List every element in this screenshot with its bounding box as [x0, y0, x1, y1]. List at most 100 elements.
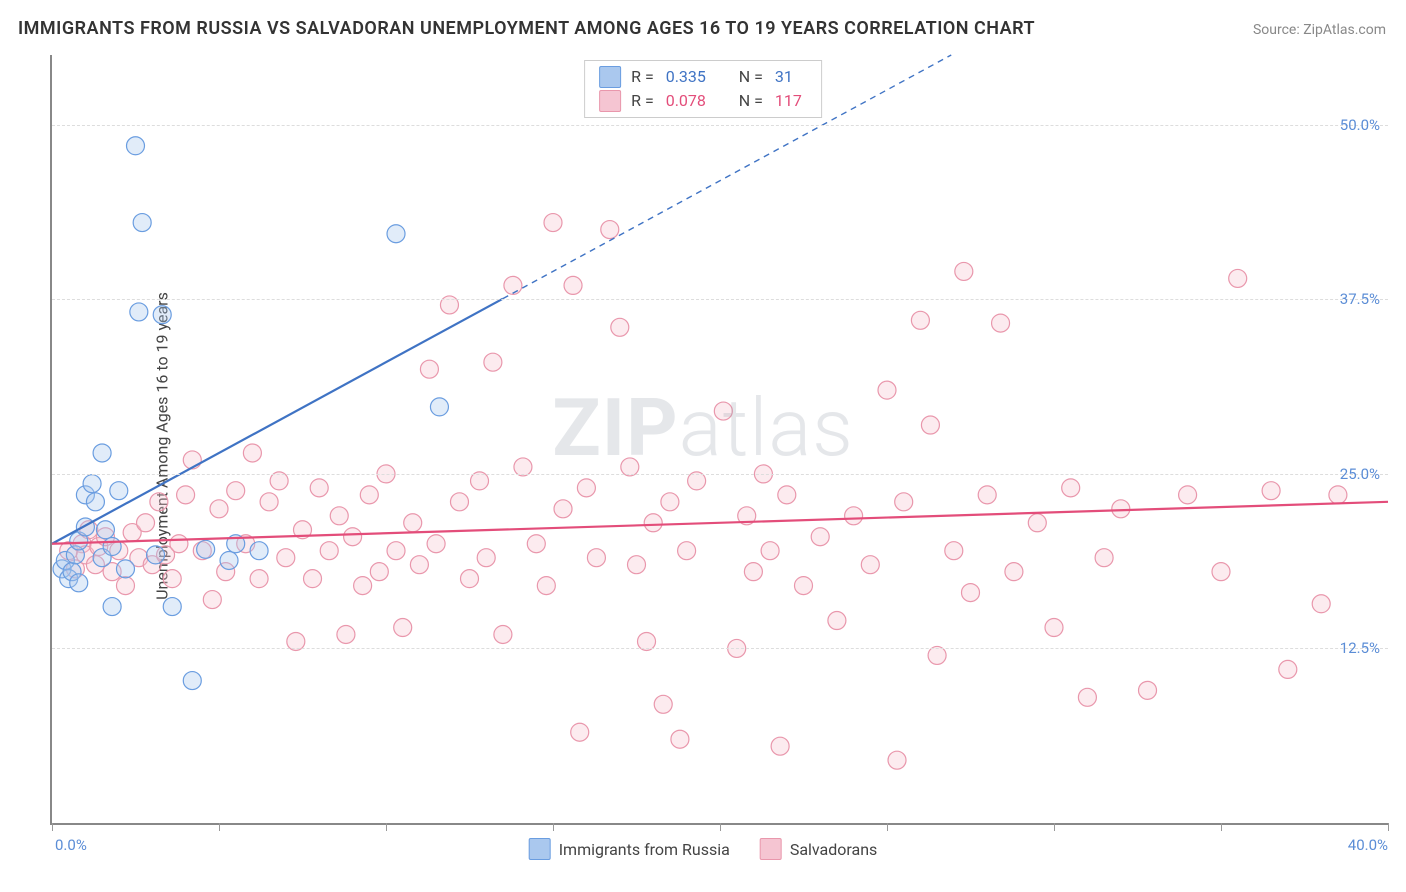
scatter-point	[978, 486, 996, 504]
scatter-point	[450, 493, 468, 511]
scatter-point	[514, 458, 532, 476]
x-tick-mark	[720, 823, 721, 831]
scatter-point	[861, 556, 879, 574]
y-tick-label: 12.5%	[1340, 639, 1380, 657]
scatter-point	[304, 570, 322, 588]
scatter-point	[921, 416, 939, 434]
scatter-point	[153, 306, 171, 324]
scatter-point	[571, 723, 589, 741]
chart-container: IMMIGRANTS FROM RUSSIA VS SALVADORAN UNE…	[0, 0, 1406, 892]
scatter-point	[116, 577, 134, 595]
x-tick-mark	[1388, 823, 1389, 831]
scatter-point	[688, 472, 706, 490]
x-tick-mark	[52, 823, 53, 831]
scatter-point	[1062, 479, 1080, 497]
scatter-point	[287, 632, 305, 650]
r-value-1: 0.078	[666, 89, 721, 113]
scatter-point	[430, 398, 448, 416]
r-value-0: 0.335	[666, 65, 721, 89]
scatter-point	[197, 540, 215, 558]
scatter-point	[1312, 595, 1330, 613]
plot-area: 12.5%25.0%37.5%50.0%	[50, 55, 1388, 825]
scatter-point	[527, 535, 545, 553]
scatter-point	[771, 737, 789, 755]
scatter-point	[587, 549, 605, 567]
scatter-point	[150, 493, 168, 511]
scatter-point	[601, 221, 619, 239]
y-tick-label: 50.0%	[1340, 116, 1380, 134]
y-tick-label: 25.0%	[1340, 465, 1380, 483]
scatter-point	[440, 296, 458, 314]
scatter-point	[130, 303, 148, 321]
scatter-point	[210, 500, 228, 518]
scatter-point	[945, 542, 963, 560]
scatter-point	[671, 730, 689, 748]
scatter-point	[127, 137, 145, 155]
x-tick-mark	[1221, 823, 1222, 831]
scatter-point	[70, 574, 88, 592]
scatter-point	[928, 646, 946, 664]
scatter-point	[638, 632, 656, 650]
scatter-point	[461, 570, 479, 588]
trend-line-solid	[52, 299, 503, 544]
scatter-point	[1329, 486, 1347, 504]
scatter-point	[888, 751, 906, 769]
scatter-point	[1095, 549, 1113, 567]
legend-series-label-0: Immigrants from Russia	[559, 840, 730, 859]
chart-svg	[52, 55, 1388, 823]
scatter-point	[554, 500, 572, 518]
scatter-point	[564, 276, 582, 294]
scatter-point	[811, 528, 829, 546]
x-tick-mark	[386, 823, 387, 831]
scatter-point	[277, 549, 295, 567]
source-name: ZipAtlas.com	[1303, 22, 1386, 38]
scatter-point	[250, 570, 268, 588]
legend-swatch-1	[599, 90, 621, 112]
x-tick-mark	[553, 823, 554, 831]
scatter-point	[360, 486, 378, 504]
scatter-point	[203, 591, 221, 609]
scatter-point	[404, 514, 422, 532]
scatter-point	[1005, 563, 1023, 581]
scatter-point	[377, 465, 395, 483]
scatter-point	[955, 262, 973, 280]
scatter-point	[504, 276, 522, 294]
scatter-point	[778, 486, 796, 504]
scatter-point	[133, 214, 151, 232]
scatter-point	[644, 514, 662, 532]
scatter-point	[147, 546, 165, 564]
scatter-point	[96, 521, 114, 539]
scatter-point	[1212, 563, 1230, 581]
n-label-1: N =	[739, 89, 763, 113]
scatter-point	[260, 493, 278, 511]
scatter-point	[1078, 688, 1096, 706]
scatter-point	[86, 493, 104, 511]
scatter-point	[1028, 514, 1046, 532]
legend-series-swatch-1	[760, 838, 782, 860]
scatter-point	[83, 475, 101, 493]
scatter-point	[320, 542, 338, 560]
scatter-point	[163, 570, 181, 588]
chart-title: IMMIGRANTS FROM RUSSIA VS SALVADORAN UNE…	[18, 18, 1035, 39]
scatter-point	[744, 563, 762, 581]
scatter-point	[220, 551, 238, 569]
scatter-point	[116, 560, 134, 578]
scatter-point	[344, 528, 362, 546]
scatter-point	[628, 556, 646, 574]
scatter-point	[654, 695, 672, 713]
scatter-point	[621, 458, 639, 476]
scatter-point	[170, 535, 188, 553]
scatter-point	[183, 672, 201, 690]
scatter-point	[163, 598, 181, 616]
scatter-point	[484, 353, 502, 371]
scatter-point	[310, 479, 328, 497]
legend-series-item-1: Salvadorans	[760, 838, 877, 860]
n-value-1: 117	[775, 89, 807, 113]
scatter-point	[895, 493, 913, 511]
scatter-point	[795, 577, 813, 595]
legend-stats-row-1: R = 0.078 N = 117	[599, 89, 807, 113]
scatter-point	[103, 598, 121, 616]
x-tick-mark	[887, 823, 888, 831]
scatter-point	[387, 542, 405, 560]
legend-stats-row-0: R = 0.335 N = 31	[599, 65, 807, 89]
